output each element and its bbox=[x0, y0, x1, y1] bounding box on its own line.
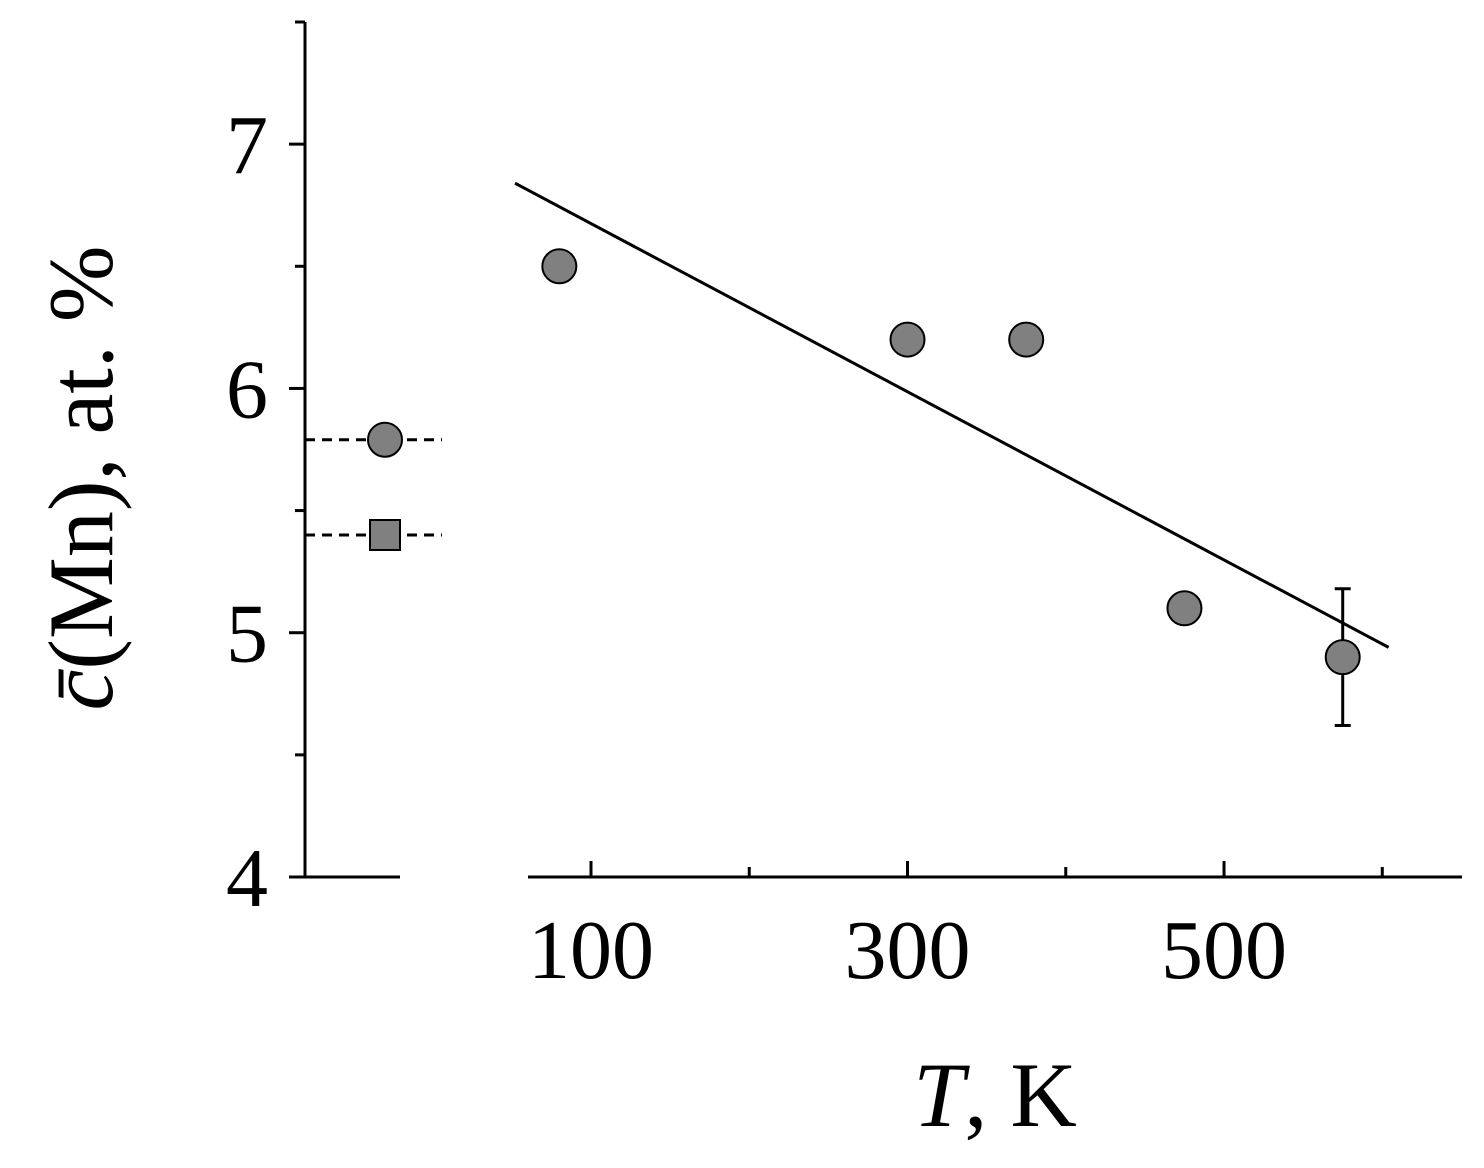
x-label-symbol: T bbox=[913, 1044, 970, 1146]
y-label-rest: (Mn), at. % bbox=[30, 246, 132, 670]
fit-line bbox=[514, 181, 1390, 649]
y-tick-label: 5 bbox=[226, 588, 268, 681]
x-axis-label: T, K bbox=[913, 1044, 1077, 1146]
x-label-rest: , K bbox=[964, 1044, 1076, 1146]
x-tick-label: 100 bbox=[528, 904, 654, 997]
reference-point bbox=[369, 519, 401, 551]
data-point bbox=[541, 248, 578, 285]
data-point bbox=[889, 321, 926, 358]
x-tick-label: 500 bbox=[1161, 904, 1287, 997]
y-label-symbol: c̄ bbox=[30, 668, 132, 710]
data-point bbox=[1166, 590, 1203, 627]
x-tick-label: 300 bbox=[845, 904, 971, 997]
data-point bbox=[1008, 321, 1045, 358]
data-point bbox=[1324, 639, 1361, 676]
y-axis-label: c̄(Mn), at. % bbox=[30, 246, 132, 711]
y-tick-label: 6 bbox=[226, 343, 268, 436]
y-tick-label: 7 bbox=[226, 99, 268, 192]
y-tick-label: 4 bbox=[226, 832, 268, 925]
reference-point bbox=[367, 421, 403, 458]
